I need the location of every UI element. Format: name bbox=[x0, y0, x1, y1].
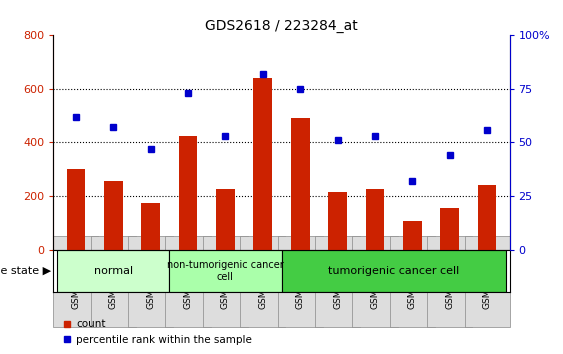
Bar bbox=[478, 185, 497, 250]
Bar bbox=[365, 189, 385, 250]
Bar bbox=[216, 189, 235, 250]
Bar bbox=[291, 118, 310, 250]
Text: non-tumorigenic cancer
cell: non-tumorigenic cancer cell bbox=[167, 260, 284, 282]
Bar bbox=[66, 169, 85, 250]
Text: tumorigenic cancer cell: tumorigenic cancer cell bbox=[328, 266, 459, 276]
Bar bbox=[57, 250, 169, 292]
Bar bbox=[141, 203, 160, 250]
Bar bbox=[328, 192, 347, 250]
Bar bbox=[104, 181, 123, 250]
Text: disease state ▶: disease state ▶ bbox=[0, 266, 51, 276]
Bar bbox=[282, 250, 506, 292]
Title: GDS2618 / 223284_at: GDS2618 / 223284_at bbox=[205, 19, 358, 33]
Bar bbox=[253, 78, 272, 250]
Text: normal: normal bbox=[93, 266, 133, 276]
Legend: count, percentile rank within the sample: count, percentile rank within the sample bbox=[59, 315, 256, 349]
Bar bbox=[169, 250, 282, 292]
Bar bbox=[440, 208, 459, 250]
Bar bbox=[403, 222, 422, 250]
Bar bbox=[178, 136, 198, 250]
